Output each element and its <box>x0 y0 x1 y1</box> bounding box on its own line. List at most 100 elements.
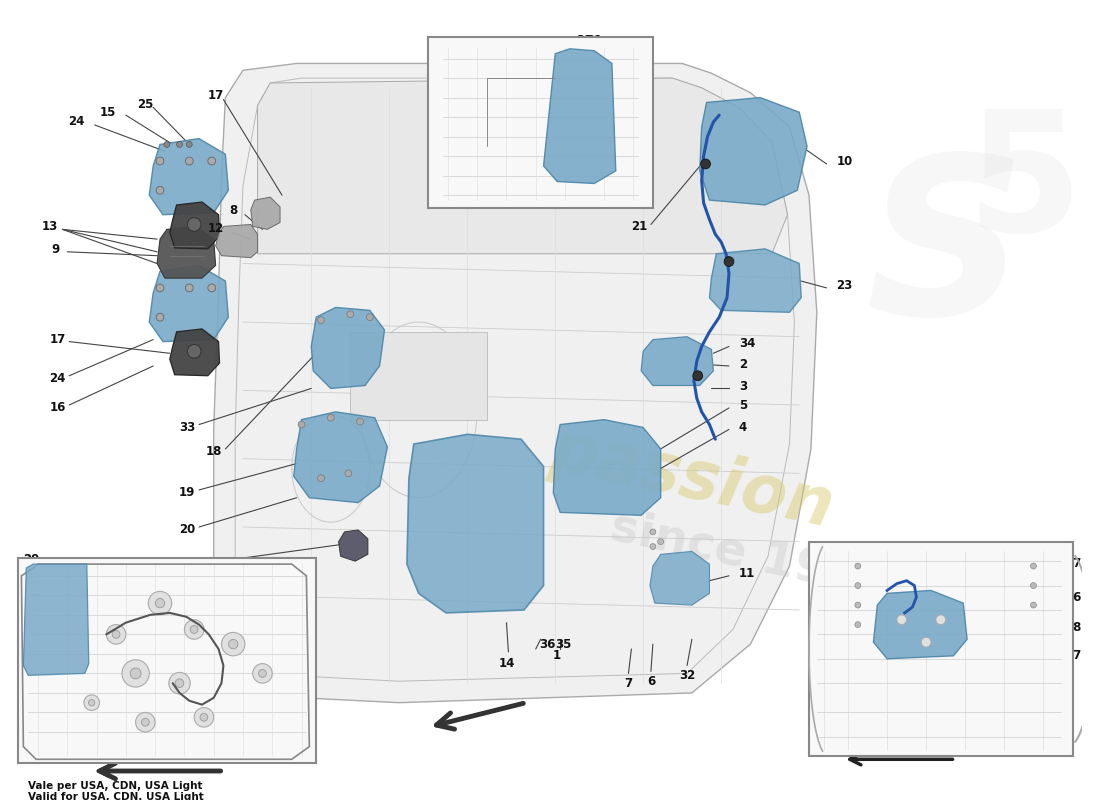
Polygon shape <box>339 530 367 561</box>
Text: 17: 17 <box>208 89 223 102</box>
Text: since 1985: since 1985 <box>606 505 895 608</box>
Circle shape <box>1031 563 1036 569</box>
Circle shape <box>701 159 711 169</box>
Circle shape <box>112 630 120 638</box>
Text: Valid for USA, CDN, USA Light: Valid for USA, CDN, USA Light <box>29 793 204 800</box>
FancyBboxPatch shape <box>428 37 653 208</box>
Circle shape <box>195 707 213 727</box>
Text: S: S <box>866 146 1025 361</box>
Circle shape <box>155 598 165 608</box>
Circle shape <box>298 421 305 428</box>
Polygon shape <box>251 197 280 230</box>
Circle shape <box>693 371 703 381</box>
Circle shape <box>345 470 352 477</box>
Text: 4: 4 <box>739 421 747 434</box>
Polygon shape <box>407 434 543 613</box>
Circle shape <box>855 602 860 608</box>
Circle shape <box>185 620 204 639</box>
Polygon shape <box>150 266 229 342</box>
Polygon shape <box>213 63 817 702</box>
Text: 11: 11 <box>739 567 755 580</box>
Circle shape <box>190 626 198 634</box>
Circle shape <box>186 157 194 165</box>
Text: 28: 28 <box>1065 621 1081 634</box>
Circle shape <box>366 314 373 321</box>
Polygon shape <box>650 551 710 605</box>
Polygon shape <box>700 98 807 205</box>
Circle shape <box>208 157 216 165</box>
Circle shape <box>164 142 169 147</box>
Circle shape <box>221 633 245 656</box>
Text: 24: 24 <box>68 114 85 127</box>
Circle shape <box>650 544 656 550</box>
Circle shape <box>107 625 125 644</box>
Text: 20: 20 <box>179 523 196 537</box>
Circle shape <box>650 529 656 535</box>
Text: 7: 7 <box>625 677 632 690</box>
Text: 15: 15 <box>100 106 117 118</box>
Circle shape <box>318 317 324 323</box>
Circle shape <box>122 660 150 687</box>
Text: 36: 36 <box>539 638 556 650</box>
Circle shape <box>186 142 192 147</box>
Circle shape <box>187 345 201 358</box>
Text: 33: 33 <box>179 421 196 434</box>
Text: 25: 25 <box>138 98 154 111</box>
Circle shape <box>135 713 155 732</box>
Polygon shape <box>216 225 257 258</box>
Text: 3: 3 <box>739 380 747 393</box>
Text: 5: 5 <box>739 399 747 413</box>
Polygon shape <box>873 590 967 658</box>
Polygon shape <box>150 138 229 214</box>
Text: 16: 16 <box>50 402 66 414</box>
Circle shape <box>89 699 95 706</box>
Text: 31: 31 <box>576 34 593 47</box>
Text: 27: 27 <box>1065 650 1081 662</box>
Circle shape <box>855 563 860 569</box>
FancyBboxPatch shape <box>808 542 1072 756</box>
Circle shape <box>156 157 164 165</box>
Text: 19: 19 <box>179 486 196 499</box>
Polygon shape <box>311 307 385 389</box>
Text: 8: 8 <box>229 204 238 218</box>
Polygon shape <box>553 420 661 515</box>
Circle shape <box>200 714 208 722</box>
Text: 24: 24 <box>50 372 66 385</box>
Polygon shape <box>350 332 487 420</box>
Text: 10: 10 <box>836 154 852 167</box>
Circle shape <box>175 679 184 687</box>
Text: 5: 5 <box>966 104 1081 267</box>
Text: 9: 9 <box>52 243 59 256</box>
Circle shape <box>258 670 266 678</box>
Polygon shape <box>543 49 616 183</box>
Polygon shape <box>23 564 89 675</box>
Circle shape <box>156 314 164 321</box>
Polygon shape <box>169 329 220 376</box>
Text: passion: passion <box>544 416 839 541</box>
Polygon shape <box>169 202 220 249</box>
Circle shape <box>229 639 238 649</box>
Circle shape <box>896 615 906 625</box>
Polygon shape <box>294 412 387 502</box>
Circle shape <box>936 615 946 625</box>
Text: 26: 26 <box>1065 590 1081 604</box>
Circle shape <box>356 418 363 425</box>
Text: 21: 21 <box>631 220 647 233</box>
Circle shape <box>156 186 164 194</box>
Text: 34: 34 <box>739 337 755 350</box>
Text: Vale per USA, CDN, USA Light: Vale per USA, CDN, USA Light <box>29 781 202 790</box>
Text: 27: 27 <box>1065 557 1081 570</box>
Text: 35: 35 <box>554 638 571 650</box>
Circle shape <box>130 668 141 679</box>
Text: 29: 29 <box>23 553 40 566</box>
Text: 23: 23 <box>836 279 852 293</box>
Circle shape <box>156 284 164 292</box>
Circle shape <box>724 257 734 266</box>
Circle shape <box>84 695 99 710</box>
Polygon shape <box>641 337 714 386</box>
Circle shape <box>148 591 172 615</box>
Text: 17: 17 <box>50 333 66 346</box>
Text: 18: 18 <box>206 446 222 458</box>
Circle shape <box>253 664 272 683</box>
Circle shape <box>168 673 190 694</box>
